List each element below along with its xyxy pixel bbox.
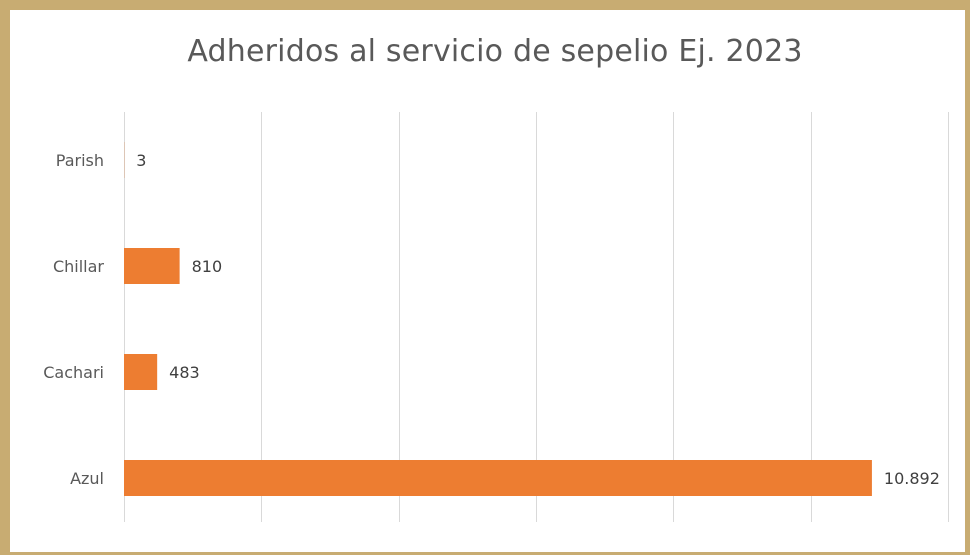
category-label-cachari: Cachari bbox=[43, 363, 104, 382]
chart-title: Adheridos al servicio de sepelio Ej. 202… bbox=[187, 34, 803, 69]
bars bbox=[124, 142, 872, 496]
bar-chillar bbox=[124, 248, 180, 284]
category-label-parish: Parish bbox=[56, 151, 104, 170]
value-label-parish: 3 bbox=[136, 151, 146, 170]
value-label-cachari: 483 bbox=[169, 363, 200, 382]
category-label-azul: Azul bbox=[70, 469, 104, 488]
gridlines bbox=[124, 112, 949, 522]
category-labels: Parish Chillar Cachari Azul bbox=[43, 151, 104, 488]
value-labels: 3 810 483 10.892 bbox=[136, 151, 940, 488]
frame-border-right bbox=[965, 0, 970, 555]
bar-cachari bbox=[124, 354, 158, 390]
frame-border-bottom bbox=[0, 552, 970, 555]
value-label-azul: 10.892 bbox=[884, 469, 940, 488]
bar-azul bbox=[124, 460, 872, 496]
category-label-chillar: Chillar bbox=[53, 257, 104, 276]
value-label-chillar: 810 bbox=[192, 257, 223, 276]
